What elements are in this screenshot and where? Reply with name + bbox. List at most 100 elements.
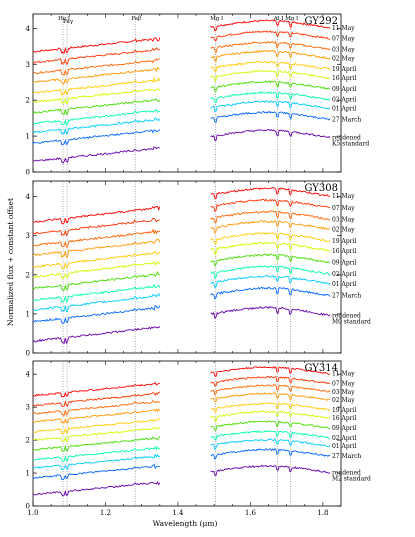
line-id-label: Mg I xyxy=(285,16,298,22)
line-id-label: Paβ xyxy=(131,16,141,22)
y-tick-label: 3 xyxy=(26,232,30,240)
y-tick-label: 1 xyxy=(26,470,30,478)
spectrum-line xyxy=(210,19,331,32)
spectrum-line xyxy=(210,430,331,441)
spectrum-line xyxy=(210,438,331,451)
series-label: M2 standard xyxy=(332,476,371,483)
series-label: 09 April xyxy=(332,86,357,93)
series-label: reddened xyxy=(332,470,361,477)
spectrum-line xyxy=(32,435,161,452)
spectrum-line xyxy=(210,40,331,54)
panel-title: GY292 xyxy=(304,16,338,27)
spectrum-line xyxy=(32,271,161,291)
spectrum-line xyxy=(32,250,161,270)
series-label: 11 May xyxy=(332,193,355,200)
series-label: 01 April xyxy=(332,443,357,450)
series-label: 09 April xyxy=(332,425,357,432)
spectrum-line xyxy=(210,392,331,403)
spectrum-line xyxy=(210,274,331,289)
spectrum-line xyxy=(32,426,161,443)
spectrum-line xyxy=(32,58,161,77)
spectrum-line xyxy=(32,77,161,96)
series-label: 03 May xyxy=(332,217,355,224)
spectrum-line xyxy=(210,410,331,422)
series-label: 02 May xyxy=(332,226,355,233)
series-label: 11 May xyxy=(332,371,355,378)
spectrum-line xyxy=(210,30,331,42)
series-label: 07 May xyxy=(332,36,355,43)
line-id-label: Paγ xyxy=(63,19,74,25)
y-tick-label: 4 xyxy=(26,193,31,201)
spectrum-line xyxy=(210,198,331,213)
spectrum-line xyxy=(210,265,331,279)
y-tick-label: 2 xyxy=(26,97,30,105)
spectrum-line xyxy=(32,37,161,55)
spectrum-line xyxy=(32,283,161,303)
series-label: 16 April xyxy=(332,248,357,255)
spectrum-line xyxy=(210,220,331,235)
y-tick-label: 3 xyxy=(26,404,30,412)
series-label: M0 standard xyxy=(332,318,371,325)
series-label: 01 April xyxy=(332,281,357,288)
spectrum-line xyxy=(32,399,161,416)
spectrum-line xyxy=(210,464,331,476)
spectrum-line xyxy=(210,69,331,83)
series-label: 01 April xyxy=(332,106,357,113)
series-label: 11 May xyxy=(332,25,355,32)
series-label: 27 March xyxy=(332,293,361,300)
y-tick-label: 0 xyxy=(26,169,30,177)
y-axis-label: Normalized flux + constant offset xyxy=(6,198,15,326)
y-tick-label: 0 xyxy=(26,350,30,358)
spectrum-line xyxy=(32,292,161,313)
spectrum-line xyxy=(32,408,161,424)
series-label: 02 April xyxy=(332,435,357,442)
spectrum-line xyxy=(32,325,161,345)
spectrum-line xyxy=(210,110,331,124)
series-label: 19 April xyxy=(332,407,357,414)
spectrum-line xyxy=(210,366,331,377)
series-label: 27 March xyxy=(332,453,361,460)
spectrum-line xyxy=(210,80,331,92)
spectrum-line xyxy=(32,88,161,104)
series-label: 07 May xyxy=(332,381,355,388)
spectrum-line xyxy=(32,445,160,462)
series-label: 07 May xyxy=(332,205,355,212)
spectrum-line xyxy=(32,217,160,237)
x-axis-label: Wavelength (μm) xyxy=(153,519,218,528)
y-tick-label: 4 xyxy=(26,371,31,379)
panel-frame xyxy=(32,180,342,354)
spectrum-line xyxy=(32,418,160,435)
spectrum-line xyxy=(210,49,331,63)
spectrum-line xyxy=(32,117,161,135)
x-tick-label: 1.4 xyxy=(172,509,184,517)
spectrum-line xyxy=(32,66,160,85)
spectrum-line xyxy=(210,186,331,200)
spectrum-line xyxy=(210,90,331,104)
spectrum-line xyxy=(32,381,160,398)
spectrum-line xyxy=(32,228,161,248)
spectrum-line xyxy=(210,253,331,267)
x-tick-label: 1.8 xyxy=(317,509,328,517)
y-tick-label: 4 xyxy=(26,25,31,33)
spectrum-line xyxy=(32,463,161,481)
spectrum-line xyxy=(210,375,331,387)
spectrum-line xyxy=(32,109,161,126)
panel-frame xyxy=(32,360,342,507)
series-label: K5 standard xyxy=(332,140,369,147)
series-label: reddened xyxy=(332,134,361,141)
spectrum-line xyxy=(32,47,161,65)
line-id-label: Al I xyxy=(273,16,284,22)
series-label: 16 April xyxy=(332,75,357,82)
x-tick-label: 1.2 xyxy=(100,509,111,517)
spectrum-line xyxy=(32,205,161,225)
y-tick-label: 1 xyxy=(26,310,30,318)
series-label: reddened xyxy=(332,312,361,319)
spectrum-line xyxy=(210,384,331,396)
series-label: 02 May xyxy=(332,397,355,404)
y-tick-label: 3 xyxy=(26,61,30,69)
panel-frame xyxy=(32,13,342,173)
spectrum-line xyxy=(210,210,331,224)
